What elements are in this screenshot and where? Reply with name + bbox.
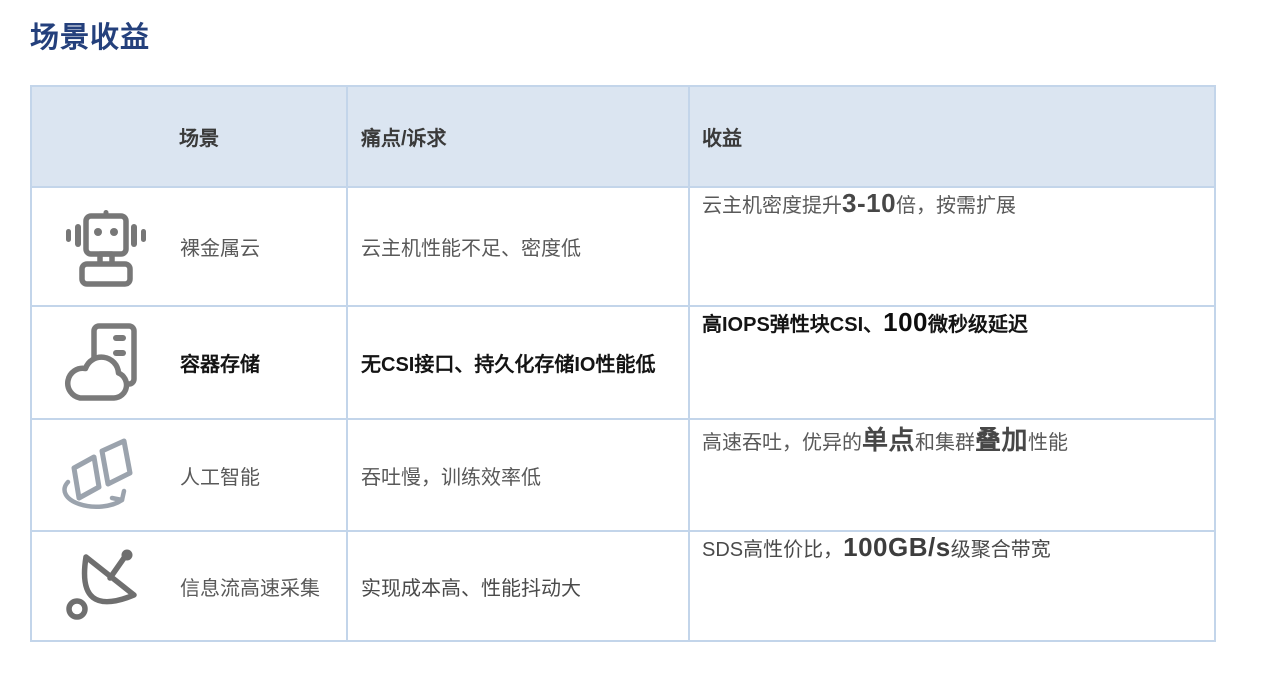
scenario-cell: 人工智能 bbox=[32, 420, 348, 530]
benefit-segment: 高IOPS弹性块CSI、 bbox=[702, 314, 884, 336]
pain-point-text: 实现成本高、性能抖动大 bbox=[348, 532, 690, 640]
robot-icon bbox=[32, 206, 180, 288]
benefit-segment: 云主机密度提升 bbox=[702, 195, 842, 217]
benefit-highlight: 3-10 bbox=[842, 188, 897, 218]
table-row: 人工智能 吞吐慢，训练效率低 高速吞吐，优异的 单点 和集群 叠加 性能 bbox=[32, 420, 1214, 532]
table-row: 信息流高速采集 实现成本高、性能抖动大 SDS高性价比， 100GB/s 级聚合带宽 bbox=[32, 532, 1214, 640]
scenario-label: 裸金属云 bbox=[180, 238, 260, 260]
benefits-table: 场景 痛点/诉求 收益 裸金属云 云主机 bbox=[30, 85, 1216, 642]
table-row: 容器存储 无CSI接口、持久化存储IO性能低 高IOPS弹性块CSI、 100 微秒… bbox=[32, 307, 1214, 420]
benefit-text: 高速吞吐，优异的 单点 和集群 叠加 性能 bbox=[690, 420, 1214, 530]
scenario-label: 容器存储 bbox=[180, 354, 260, 376]
cloud-server-icon bbox=[32, 322, 180, 404]
page-title: 场景收益 bbox=[30, 22, 151, 54]
scenario-cell: 裸金属云 bbox=[32, 188, 348, 305]
scenario-cell: 信息流高速采集 bbox=[32, 532, 348, 640]
benefit-segment: 性能 bbox=[1028, 432, 1069, 454]
benefit-segment: SDS高性价比， bbox=[702, 539, 844, 561]
scenario-label: 信息流高速采集 bbox=[180, 577, 320, 600]
satellite-dish-icon bbox=[32, 545, 180, 627]
benefit-text: 高IOPS弹性块CSI、 100 微秒级延迟 bbox=[690, 307, 1214, 418]
scenario-label: 人工智能 bbox=[180, 466, 260, 489]
table-row: 裸金属云 云主机性能不足、密度低 云主机密度提升 3-10 倍，按需扩展 bbox=[32, 188, 1214, 307]
benefit-highlight: 单点 bbox=[862, 425, 916, 455]
scenario-cell: 容器存储 bbox=[32, 307, 348, 418]
pain-point-text: 无CSI接口、持久化存储IO性能低 bbox=[348, 307, 690, 418]
benefit-segment: 高速吞吐，优异的 bbox=[702, 432, 862, 454]
col-header-scenario: 场景 bbox=[32, 87, 348, 186]
benefit-text: SDS高性价比， 100GB/s 级聚合带宽 bbox=[690, 532, 1214, 640]
rotating-panels-icon bbox=[32, 434, 180, 516]
benefit-segment: 倍，按需扩展 bbox=[896, 195, 1017, 217]
pain-point-text: 吞吐慢，训练效率低 bbox=[348, 420, 690, 530]
benefit-segment: 微秒级延迟 bbox=[928, 314, 1029, 336]
benefit-segment: 级聚合带宽 bbox=[950, 539, 1051, 561]
benefit-highlight: 100 bbox=[883, 307, 929, 337]
benefit-highlight: 100GB/s bbox=[843, 532, 951, 562]
pain-point-text: 云主机性能不足、密度低 bbox=[348, 188, 690, 305]
table-header-row: 场景 痛点/诉求 收益 bbox=[32, 87, 1214, 188]
benefit-text: 云主机密度提升 3-10 倍，按需扩展 bbox=[690, 188, 1214, 305]
col-header-painpoint: 痛点/诉求 bbox=[348, 87, 690, 186]
benefit-highlight: 叠加 bbox=[975, 425, 1029, 455]
col-header-benefit: 收益 bbox=[702, 128, 742, 150]
benefit-segment: 和集群 bbox=[915, 432, 976, 454]
